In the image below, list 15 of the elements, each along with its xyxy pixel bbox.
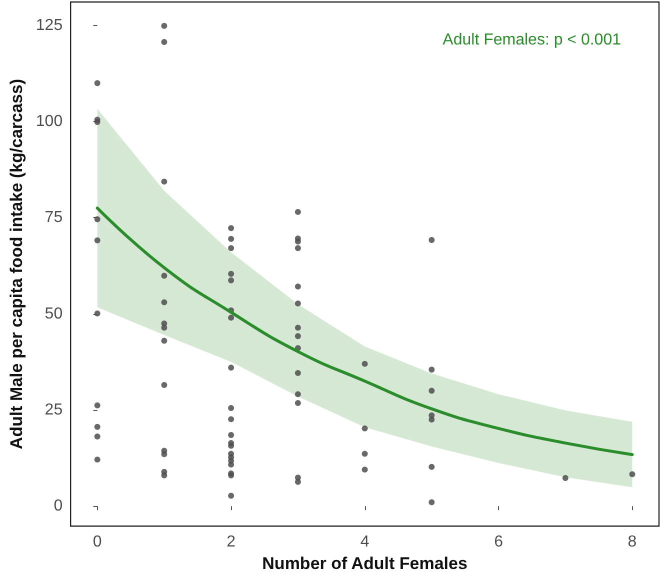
x-tick-label: 2 [226, 534, 236, 551]
x-tick-label: 0 [92, 534, 102, 551]
annotation: Adult Females: p < 0.001 [442, 32, 622, 48]
x-tick-label: 4 [360, 534, 370, 551]
y-tick-label: 100 [36, 113, 63, 130]
y-tick-label: 25 [44, 401, 63, 418]
y-tick-label: 50 [44, 305, 63, 322]
x-tick-label: 6 [494, 534, 504, 551]
x-axis-title: Number of Adult Females [262, 554, 468, 573]
y-tick-label: 125 [36, 16, 63, 34]
y-axis-title: Adult Male per capita food intake (kg/carcass) [7, 78, 26, 450]
line-series [96, 206, 634, 456]
y-tick-label: 75 [44, 209, 63, 226]
x-tick-label: 8 [628, 534, 637, 551]
y-tick-label: 0 [54, 498, 63, 515]
